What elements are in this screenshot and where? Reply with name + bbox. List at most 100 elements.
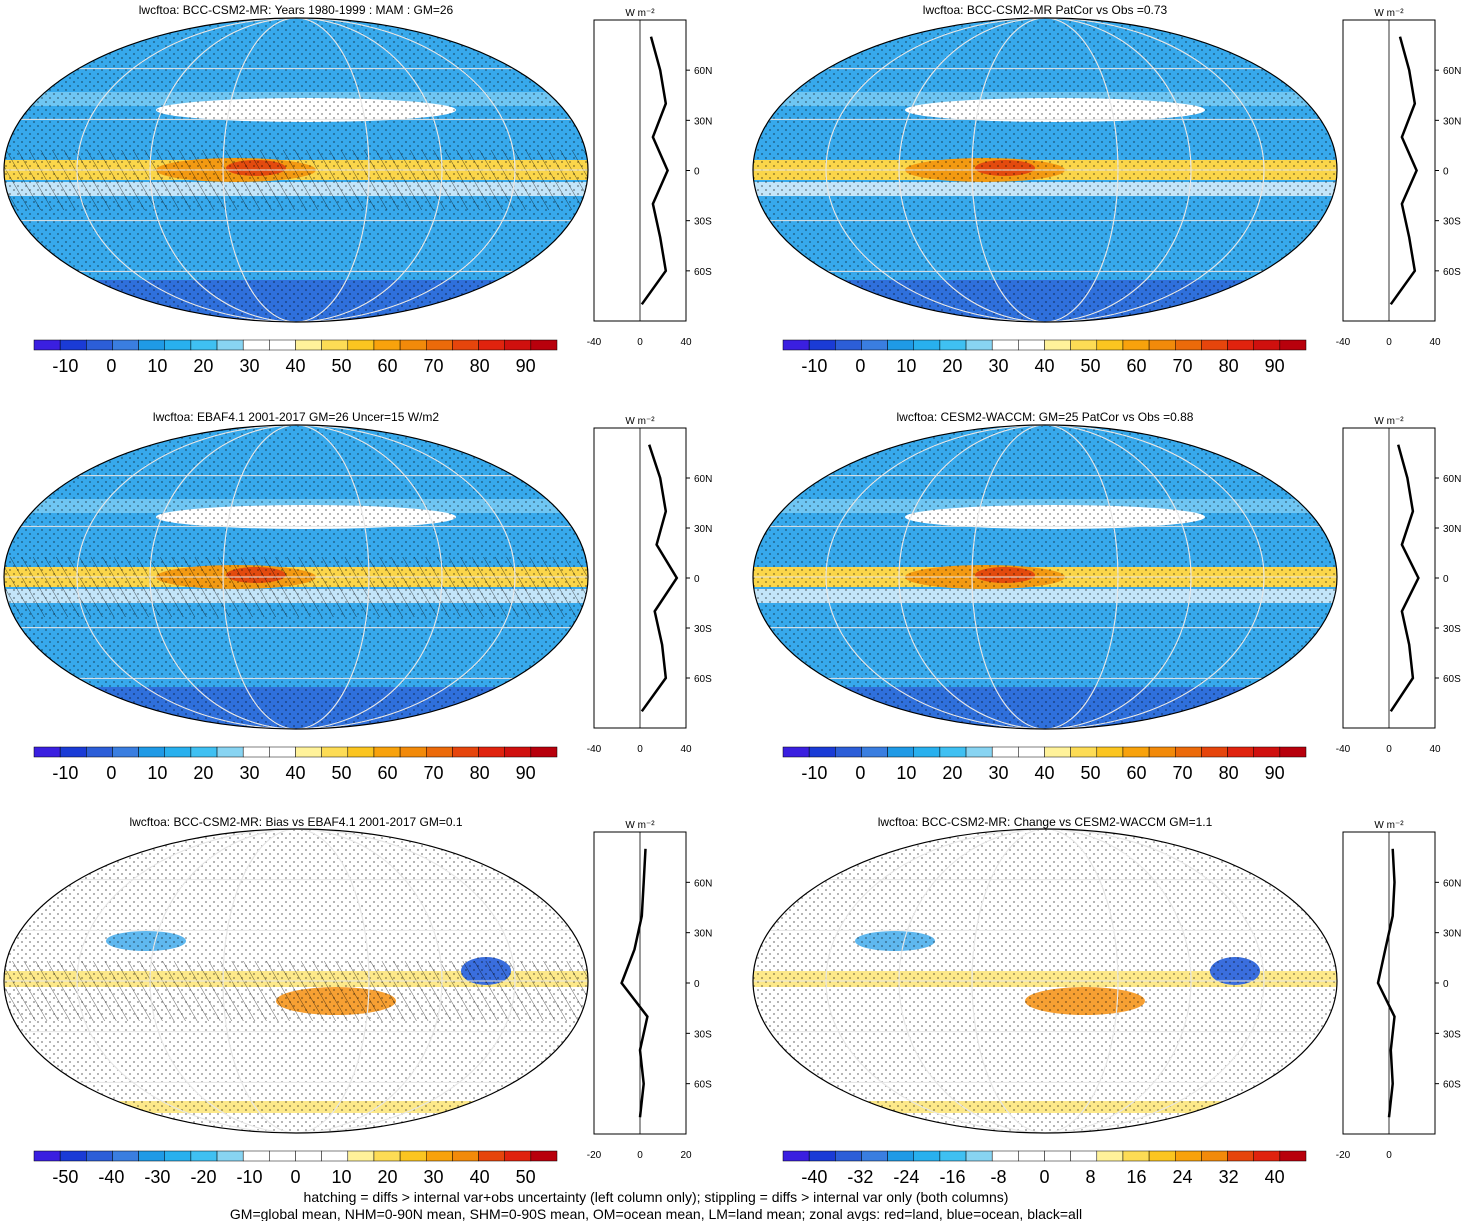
zonal-tick-label: 0 xyxy=(637,1150,643,1161)
colorbar-swatch xyxy=(190,339,218,351)
colorbar-label: 40 xyxy=(285,356,305,376)
colorbar-swatch xyxy=(808,1150,836,1162)
colorbar-swatch xyxy=(1044,339,1071,351)
colorbar-label: 20 xyxy=(942,356,962,376)
colorbar-swatch xyxy=(138,746,166,758)
colorbar-swatch xyxy=(399,746,427,758)
colorbar-swatch xyxy=(112,746,139,758)
colorbar-label: 10 xyxy=(896,763,916,783)
colorbar-swatch xyxy=(269,1150,296,1162)
colorbar-label: -16 xyxy=(939,1167,965,1187)
map xyxy=(753,18,1337,322)
colorbar-swatch xyxy=(1279,746,1307,758)
colorbar-swatch xyxy=(33,1150,61,1162)
colorbar-label: 80 xyxy=(1219,356,1239,376)
colorbar-label: -20 xyxy=(190,1167,216,1187)
colorbar-swatch xyxy=(1018,339,1045,351)
panel-title: lwcftoa: BCC-CSM2-MR: Change vs CESM2-WA… xyxy=(878,815,1213,829)
colorbar-swatch xyxy=(452,1150,479,1162)
map-border xyxy=(752,17,1338,323)
colorbar-swatch xyxy=(452,746,479,758)
colorbar-swatch xyxy=(1096,746,1124,758)
colorbar-swatch xyxy=(138,339,166,351)
colorbar-swatch xyxy=(1227,746,1254,758)
colorbar-label: 30 xyxy=(424,1167,444,1187)
lat-label: 60S xyxy=(1443,674,1461,685)
zonal-tick-label: 40 xyxy=(1429,337,1441,348)
colorbar-swatch xyxy=(530,339,558,351)
colorbar-swatch xyxy=(1201,339,1228,351)
colorbar-swatch xyxy=(1122,1150,1150,1162)
map-border xyxy=(752,424,1338,730)
footer-line-1: hatching = diffs > internal var+obs unce… xyxy=(304,1189,1009,1205)
colorbar-label: -40 xyxy=(801,1167,827,1187)
colorbar-label: -32 xyxy=(847,1167,873,1187)
colorbar-label: 60 xyxy=(1127,763,1147,783)
colorbar-label: 20 xyxy=(193,763,213,783)
colorbar-label: -50 xyxy=(52,1167,78,1187)
colorbar-swatch xyxy=(399,1150,427,1162)
colorbar-label: 60 xyxy=(378,763,398,783)
colorbar-label: 16 xyxy=(1127,1167,1147,1187)
panel-title: lwcftoa: BCC-CSM2-MR: Years 1980-1999 : … xyxy=(139,3,454,17)
zonal-unit: W m⁻² xyxy=(1374,820,1404,831)
colorbar-swatch xyxy=(1096,339,1124,351)
colorbar-label: 60 xyxy=(378,356,398,376)
colorbar-label: 40 xyxy=(1034,356,1054,376)
colorbar-swatch xyxy=(504,1150,532,1162)
colorbar-swatch xyxy=(426,339,453,351)
colorbar-swatch xyxy=(887,339,914,351)
map-border xyxy=(3,424,589,730)
colorbar-swatch xyxy=(782,339,810,351)
grid-lon xyxy=(971,829,1119,1133)
grid-lon xyxy=(898,425,1192,729)
colorbar-swatch xyxy=(1070,339,1098,351)
grid-lon xyxy=(76,18,516,322)
zonal-tick-label: 40 xyxy=(680,744,692,755)
colorbar-swatch xyxy=(478,746,505,758)
colorbar-swatch xyxy=(913,746,941,758)
colorbar-swatch xyxy=(86,746,113,758)
colorbar-swatch xyxy=(991,746,1019,758)
colorbar-swatch xyxy=(861,1150,888,1162)
colorbar-label: 40 xyxy=(470,1167,490,1187)
colorbar-swatch xyxy=(1253,1150,1281,1162)
colorbar-swatch xyxy=(808,339,836,351)
zonal-tick-label: -40 xyxy=(1336,337,1351,348)
colorbar-swatch xyxy=(452,339,479,351)
colorbar-swatch xyxy=(1227,339,1254,351)
lat-label: 60N xyxy=(1443,474,1461,485)
colorbar-label: 40 xyxy=(1265,1167,1285,1187)
panel-title: lwcftoa: EBAF4.1 2001-2017 GM=26 Uncer=1… xyxy=(153,410,439,424)
colorbar: -40 -32 -24 -16 -8 0 8 16 24 32 40 xyxy=(782,1150,1307,1187)
colorbar-swatch xyxy=(835,339,862,351)
map-border xyxy=(752,828,1338,1134)
colorbar-label: 10 xyxy=(896,356,916,376)
colorbar-label: 90 xyxy=(1265,763,1285,783)
colorbar-swatch xyxy=(504,339,532,351)
grid-lon xyxy=(222,425,370,729)
colorbar-label: 50 xyxy=(332,763,352,783)
hatching xyxy=(4,961,588,1021)
lat-label: 30N xyxy=(694,524,712,535)
colorbar-label: -10 xyxy=(801,356,827,376)
lat-label: 60N xyxy=(694,66,712,77)
grid-lon xyxy=(76,829,516,1133)
colorbar-swatch xyxy=(295,339,322,351)
colorbar-label: 90 xyxy=(516,356,536,376)
colorbar-swatch xyxy=(939,339,967,351)
colorbar-swatch xyxy=(138,1150,166,1162)
colorbar-label: 0 xyxy=(855,356,865,376)
map xyxy=(4,425,588,729)
colorbar-swatch xyxy=(1148,746,1176,758)
zonal-mean-plot: W m⁻² -40 0 40 60N 30N 0 30S 60S xyxy=(587,416,713,755)
grid-lon xyxy=(222,829,370,1133)
colorbar-swatch xyxy=(478,1150,505,1162)
colorbar-swatch xyxy=(242,1150,270,1162)
lat-label: 30S xyxy=(1443,624,1461,635)
colorbar-label: 0 xyxy=(106,356,116,376)
zonal-tick-label: -20 xyxy=(587,1150,602,1161)
colorbar-label: 50 xyxy=(1081,763,1101,783)
panel-3: lwcftoa: EBAF4.1 2001-2017 GM=26 Uncer=1… xyxy=(3,410,713,783)
zonal-series-all xyxy=(1389,444,1420,712)
